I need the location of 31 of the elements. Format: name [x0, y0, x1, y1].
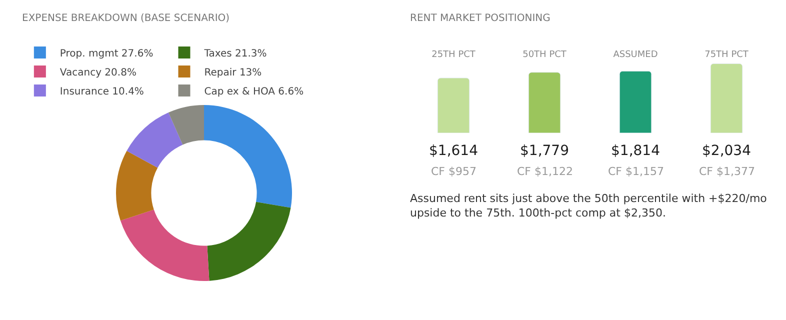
donut-slice: [204, 105, 292, 208]
text: CF $957: [431, 165, 476, 178]
bar: [619, 70, 652, 133]
chart-title: RENT MARKET POSITIONING: [410, 13, 550, 24]
text: CF $1,157: [608, 165, 664, 178]
donut-slice: [126, 112, 183, 168]
legend-label: Cap ex & HOA 6.6%: [204, 86, 304, 98]
chart-title: EXPENSE BREAKDOWN (BASE SCENARIO): [22, 13, 230, 24]
legend-label: Taxes 21.3%: [203, 48, 267, 60]
x-tick-label: 25TH PCT: [432, 50, 476, 60]
donut-slice: [116, 150, 158, 221]
data-label: $1,779: [520, 143, 569, 159]
donut-slice: [120, 210, 210, 281]
data-label: $1,814: [611, 143, 660, 159]
legend-label: Prop. mgmt 27.6%: [60, 48, 154, 60]
data-label: $2,034: [702, 143, 752, 159]
donut-slice: [168, 105, 204, 145]
bar: [437, 78, 470, 133]
text: Assumed rent sits just above the 50th percentile with +$220/mo upside to the 75th. 100th-pct comp at $2,350.: [410, 192, 768, 220]
x-tick-label: 50TH PCT: [522, 50, 567, 60]
text: CF $1,377: [699, 165, 755, 178]
bar: [710, 63, 743, 133]
donut-slice: [207, 202, 291, 281]
bar: [528, 72, 561, 133]
data-label: $1,614: [429, 143, 478, 159]
text: CF $1,122: [517, 165, 573, 178]
x-tick-label: ASSUMED: [613, 50, 658, 60]
legend-label: Vacancy 20.8%: [60, 67, 136, 78]
legend-label: Repair 13%: [204, 67, 262, 78]
x-tick-label: 75TH PCT: [704, 50, 749, 60]
legend-label: Insurance 10.4%: [60, 86, 144, 98]
